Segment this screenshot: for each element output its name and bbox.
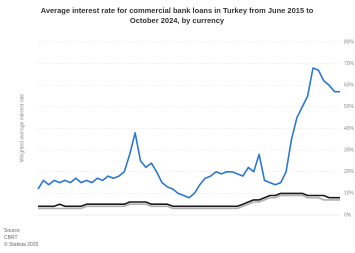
line-series: [38, 192, 340, 208]
y-tick-label: 80%: [344, 39, 355, 45]
y-tick-label: 10%: [344, 191, 355, 197]
y-tick-label: 60%: [344, 83, 355, 89]
line-series: [37, 67, 340, 199]
y-tick-label: 30%: [344, 147, 355, 153]
y-tick-label: 20%: [344, 169, 355, 175]
y-tick-label: 0%: [344, 212, 352, 218]
y-tick-label: 40%: [344, 126, 355, 132]
y-axis-label: Weighted average interest rate: [19, 94, 25, 163]
source-label: Source: [4, 228, 20, 234]
y-tick-label: 70%: [344, 61, 355, 67]
copyright: © Statista 2025: [4, 241, 38, 248]
y-tick-label: 50%: [344, 104, 355, 110]
source-name: CBRT: [4, 235, 18, 241]
chart-title: Average interest rate for commercial ban…: [41, 6, 314, 25]
line-series: [38, 194, 340, 210]
